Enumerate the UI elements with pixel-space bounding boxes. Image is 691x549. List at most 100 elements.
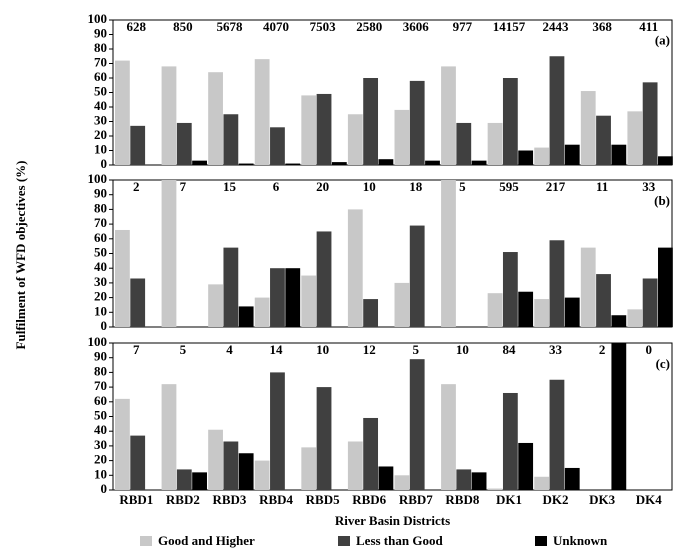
count-label: 5 (459, 179, 466, 194)
bar (176, 469, 192, 490)
bar (611, 343, 627, 490)
bar (549, 379, 565, 490)
bar (534, 299, 550, 327)
y-tick-label: 100 (88, 171, 108, 186)
y-tick-label: 20 (94, 452, 107, 467)
panel-label: (a) (655, 33, 670, 48)
bar (285, 268, 301, 327)
count-label: 217 (546, 179, 566, 194)
count-label: 2 (599, 342, 606, 357)
count-label: 5678 (216, 19, 243, 34)
bar (580, 91, 596, 165)
bar (130, 435, 146, 490)
bar (285, 163, 301, 165)
bar (363, 417, 379, 490)
bar (270, 127, 285, 165)
count-label: 4070 (263, 19, 289, 34)
x-tick-label: RBD6 (352, 492, 386, 507)
x-tick-label: DK2 (543, 492, 569, 507)
bar (658, 156, 673, 165)
x-axis-title: River Basin Districts (335, 513, 450, 528)
y-tick-label: 0 (101, 481, 108, 496)
y-tick-label: 30 (94, 112, 107, 127)
y-tick-label: 40 (94, 422, 107, 437)
bar (487, 488, 503, 490)
bar (471, 160, 487, 165)
bar (208, 284, 223, 327)
bar (627, 111, 643, 165)
bar (425, 160, 440, 165)
bar (580, 247, 596, 327)
bar (316, 93, 332, 165)
x-tick-label: RBD5 (306, 492, 340, 507)
y-tick-label: 60 (94, 69, 107, 84)
panel-label: (b) (654, 193, 670, 208)
count-label: 33 (642, 179, 656, 194)
bar (441, 384, 456, 490)
bar (223, 247, 239, 327)
count-label: 2580 (356, 19, 382, 34)
bar (518, 150, 534, 165)
bar (456, 469, 472, 490)
count-label: 850 (173, 19, 193, 34)
y-tick-label: 40 (94, 98, 107, 113)
bar (642, 82, 658, 165)
x-tick-label: RBD4 (259, 492, 293, 507)
bar (642, 278, 658, 327)
bar (115, 60, 130, 165)
x-tick-label: RBD7 (399, 492, 433, 507)
count-label: 14 (270, 342, 284, 357)
x-tick-label: RBD8 (445, 492, 479, 507)
bar (658, 247, 673, 327)
bar (316, 387, 332, 490)
bar (347, 441, 363, 490)
bar (301, 447, 317, 490)
bar (518, 291, 534, 327)
y-tick-label: 10 (94, 141, 107, 156)
bar (176, 122, 192, 165)
y-tick-label: 90 (94, 349, 107, 364)
y-tick-label: 20 (94, 289, 107, 304)
bar (161, 384, 177, 490)
y-tick-label: 20 (94, 127, 107, 142)
count-label: 977 (453, 19, 473, 34)
count-label: 20 (316, 179, 329, 194)
y-tick-label: 80 (94, 200, 107, 215)
bar (238, 306, 254, 327)
count-label: 7503 (310, 19, 337, 34)
y-tick-label: 30 (94, 437, 107, 452)
bar (378, 159, 394, 165)
bar (409, 225, 425, 327)
count-label: 5 (180, 342, 187, 357)
legend-swatch (535, 536, 547, 546)
legend-label: Good and Higher (158, 533, 255, 548)
count-label: 0 (645, 342, 652, 357)
bar (254, 59, 270, 165)
count-label: 12 (363, 342, 376, 357)
y-tick-label: 80 (94, 40, 107, 55)
y-tick-label: 70 (94, 54, 107, 69)
bar (347, 114, 363, 165)
bar (549, 56, 565, 165)
bar (394, 282, 410, 327)
x-tick-label: DK1 (496, 492, 522, 507)
bar (115, 398, 130, 490)
bar (596, 274, 611, 327)
bar (115, 229, 130, 327)
y-tick-label: 50 (94, 83, 107, 98)
bar (208, 429, 223, 490)
bar (130, 278, 146, 327)
count-label: 7 (133, 342, 140, 357)
bar (363, 299, 379, 327)
bar (394, 109, 410, 165)
count-label: 3606 (403, 19, 430, 34)
count-label: 4 (226, 342, 233, 357)
bar (192, 160, 207, 165)
count-label: 18 (409, 179, 423, 194)
count-label: 595 (499, 179, 519, 194)
y-tick-label: 70 (94, 378, 107, 393)
bar (564, 467, 580, 490)
bar (502, 392, 518, 490)
y-tick-label: 10 (94, 466, 107, 481)
